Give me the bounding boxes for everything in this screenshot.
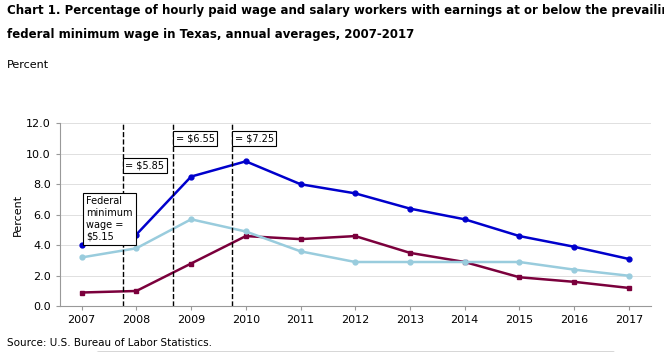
Text: Chart 1. Percentage of hourly paid wage and salary workers with earnings at or b: Chart 1. Percentage of hourly paid wage … (7, 4, 664, 17)
At minimum wage (132, 289, 140, 293)
Below minimum wage (351, 260, 359, 264)
At or below minimum wage (297, 182, 305, 186)
Text: Percent: Percent (7, 60, 48, 70)
Below minimum wage (625, 274, 633, 278)
Below minimum wage (242, 230, 250, 234)
At minimum wage (625, 286, 633, 290)
At or below minimum wage (570, 245, 578, 249)
At minimum wage (187, 262, 195, 266)
Below minimum wage (132, 246, 140, 250)
Text: = $7.25: = $7.25 (235, 133, 274, 144)
At minimum wage (297, 237, 305, 241)
Text: = $6.55: = $6.55 (176, 133, 214, 144)
Text: Federal
minimum
wage =
$5.15: Federal minimum wage = $5.15 (86, 196, 133, 241)
Below minimum wage (297, 249, 305, 253)
At or below minimum wage (132, 232, 140, 237)
Line: Below minimum wage: Below minimum wage (79, 217, 631, 278)
At minimum wage (515, 275, 523, 279)
Text: federal minimum wage in Texas, annual averages, 2007-2017: federal minimum wage in Texas, annual av… (7, 28, 414, 41)
At or below minimum wage (625, 257, 633, 261)
Below minimum wage (515, 260, 523, 264)
At or below minimum wage (351, 191, 359, 195)
Text: Source: U.S. Bureau of Labor Statistics.: Source: U.S. Bureau of Labor Statistics. (7, 339, 212, 348)
At minimum wage (406, 251, 414, 255)
At minimum wage (461, 260, 469, 264)
At or below minimum wage (406, 207, 414, 211)
Below minimum wage (187, 217, 195, 221)
At or below minimum wage (461, 217, 469, 221)
Below minimum wage (406, 260, 414, 264)
Line: At minimum wage: At minimum wage (79, 234, 631, 295)
At or below minimum wage (187, 175, 195, 179)
Line: At or below minimum wage: At or below minimum wage (79, 159, 631, 262)
At minimum wage (351, 234, 359, 238)
Y-axis label: Percent: Percent (13, 194, 23, 236)
Below minimum wage (570, 268, 578, 272)
At minimum wage (242, 234, 250, 238)
At minimum wage (78, 290, 86, 295)
At minimum wage (570, 280, 578, 284)
Below minimum wage (78, 255, 86, 259)
Text: = $5.85: = $5.85 (125, 161, 165, 171)
At or below minimum wage (78, 243, 86, 247)
At or below minimum wage (242, 159, 250, 163)
Below minimum wage (461, 260, 469, 264)
At or below minimum wage (515, 234, 523, 238)
